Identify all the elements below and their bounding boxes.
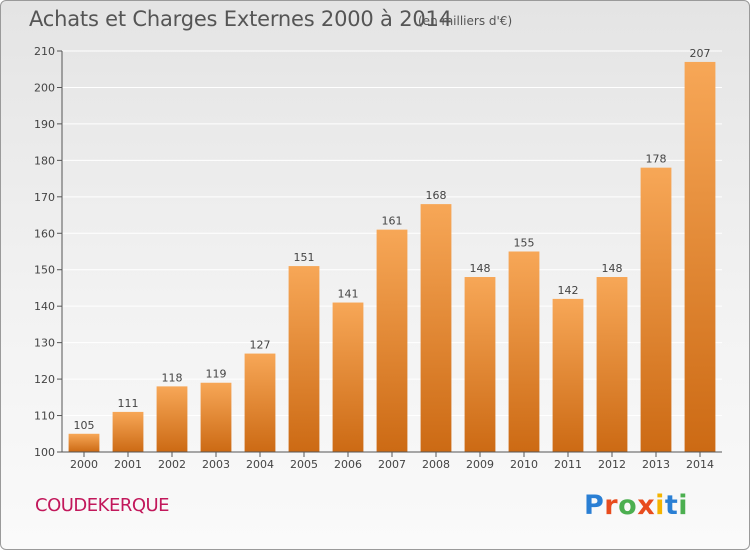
x-tick-label-2003: 2003: [202, 458, 230, 471]
bar-2000: [68, 433, 100, 452]
data-label-2002: 118: [162, 371, 183, 384]
x-tick-label-2012: 2012: [598, 458, 626, 471]
y-tick-label: 140: [34, 300, 55, 313]
bar-2013: [640, 167, 672, 452]
x-tick-label-2008: 2008: [422, 458, 450, 471]
data-label-2003: 119: [206, 368, 227, 381]
logo-letter: r: [604, 490, 619, 521]
y-tick-label: 110: [34, 410, 55, 423]
x-tick-label-2010: 2010: [510, 458, 538, 471]
x-tick-label-2006: 2006: [334, 458, 362, 471]
data-label-2004: 127: [250, 339, 271, 352]
bars: [68, 61, 716, 452]
y-tick-label: 160: [34, 227, 55, 240]
axes: 100 110 120 130 140 150 160 170 180 190 200 210 2000…: [34, 45, 722, 471]
data-label-2008: 168: [426, 189, 447, 202]
y-tick-label: 180: [34, 154, 55, 167]
bar-2014: [684, 61, 716, 452]
chart-subtitle: (en milliers d'€): [418, 14, 513, 28]
proxiti-logo: Proxiti: [584, 490, 688, 521]
city-name: COUDEKERQUE: [35, 495, 170, 516]
bar-2009: [464, 277, 496, 452]
logo-letter: o: [618, 490, 638, 521]
x-tick-label-2002: 2002: [158, 458, 186, 471]
bar-2011: [552, 298, 584, 452]
y-tick-label: 150: [34, 264, 55, 277]
data-label-2001: 111: [118, 397, 139, 410]
logo-letter: x: [637, 490, 656, 521]
logo-letter: i: [655, 490, 665, 521]
x-tick-label-2011: 2011: [554, 458, 582, 471]
logo-letter: i: [678, 490, 689, 521]
data-label-2000: 105: [74, 419, 95, 432]
data-label-2014: 207: [690, 47, 711, 60]
logo-letter: t: [664, 490, 679, 521]
bar-2005: [288, 266, 320, 452]
x-tick-label-2013: 2013: [642, 458, 670, 471]
data-label-2010: 155: [514, 237, 535, 250]
bar-2012: [596, 277, 628, 452]
x-tick-label-2009: 2009: [466, 458, 494, 471]
x-tick-label-2007: 2007: [378, 458, 406, 471]
data-label-2009: 148: [470, 262, 491, 275]
bar-2004: [244, 353, 276, 452]
y-tick-label: 200: [34, 81, 55, 94]
bar-2002: [156, 386, 188, 452]
data-label-2012: 148: [602, 262, 623, 275]
y-tick-label: 130: [34, 337, 55, 350]
data-label-2007: 161: [382, 215, 403, 228]
y-tick-label: 190: [34, 118, 55, 131]
y-tick-label: 170: [34, 191, 55, 204]
x-tick-label-2000: 2000: [70, 458, 98, 471]
bar-2010: [508, 251, 540, 452]
y-tick-label: 210: [34, 45, 55, 58]
y-tick-label: 100: [34, 446, 55, 459]
x-tick-label-2001: 2001: [114, 458, 142, 471]
bar-2006: [332, 302, 364, 452]
y-tick-label: 120: [34, 373, 55, 386]
x-tick-label-2004: 2004: [246, 458, 274, 471]
bar-2007: [376, 229, 408, 452]
bar-2003: [200, 382, 232, 452]
x-tick-label-2005: 2005: [290, 458, 318, 471]
data-label-2013: 178: [646, 153, 667, 166]
data-label-2005: 151: [294, 251, 315, 264]
bar-2008: [420, 204, 452, 452]
data-label-2011: 142: [558, 284, 579, 297]
data-labels: 105 111 118 119 127 151 141 161 168 148 155 142 148 1…: [74, 47, 711, 432]
x-tick-label-2014: 2014: [686, 458, 714, 471]
bar-2001: [112, 411, 144, 452]
logo-letter: P: [584, 490, 605, 521]
data-label-2006: 141: [338, 288, 359, 301]
chart-title: Achats et Charges Externes 2000 à 2014: [29, 7, 452, 31]
